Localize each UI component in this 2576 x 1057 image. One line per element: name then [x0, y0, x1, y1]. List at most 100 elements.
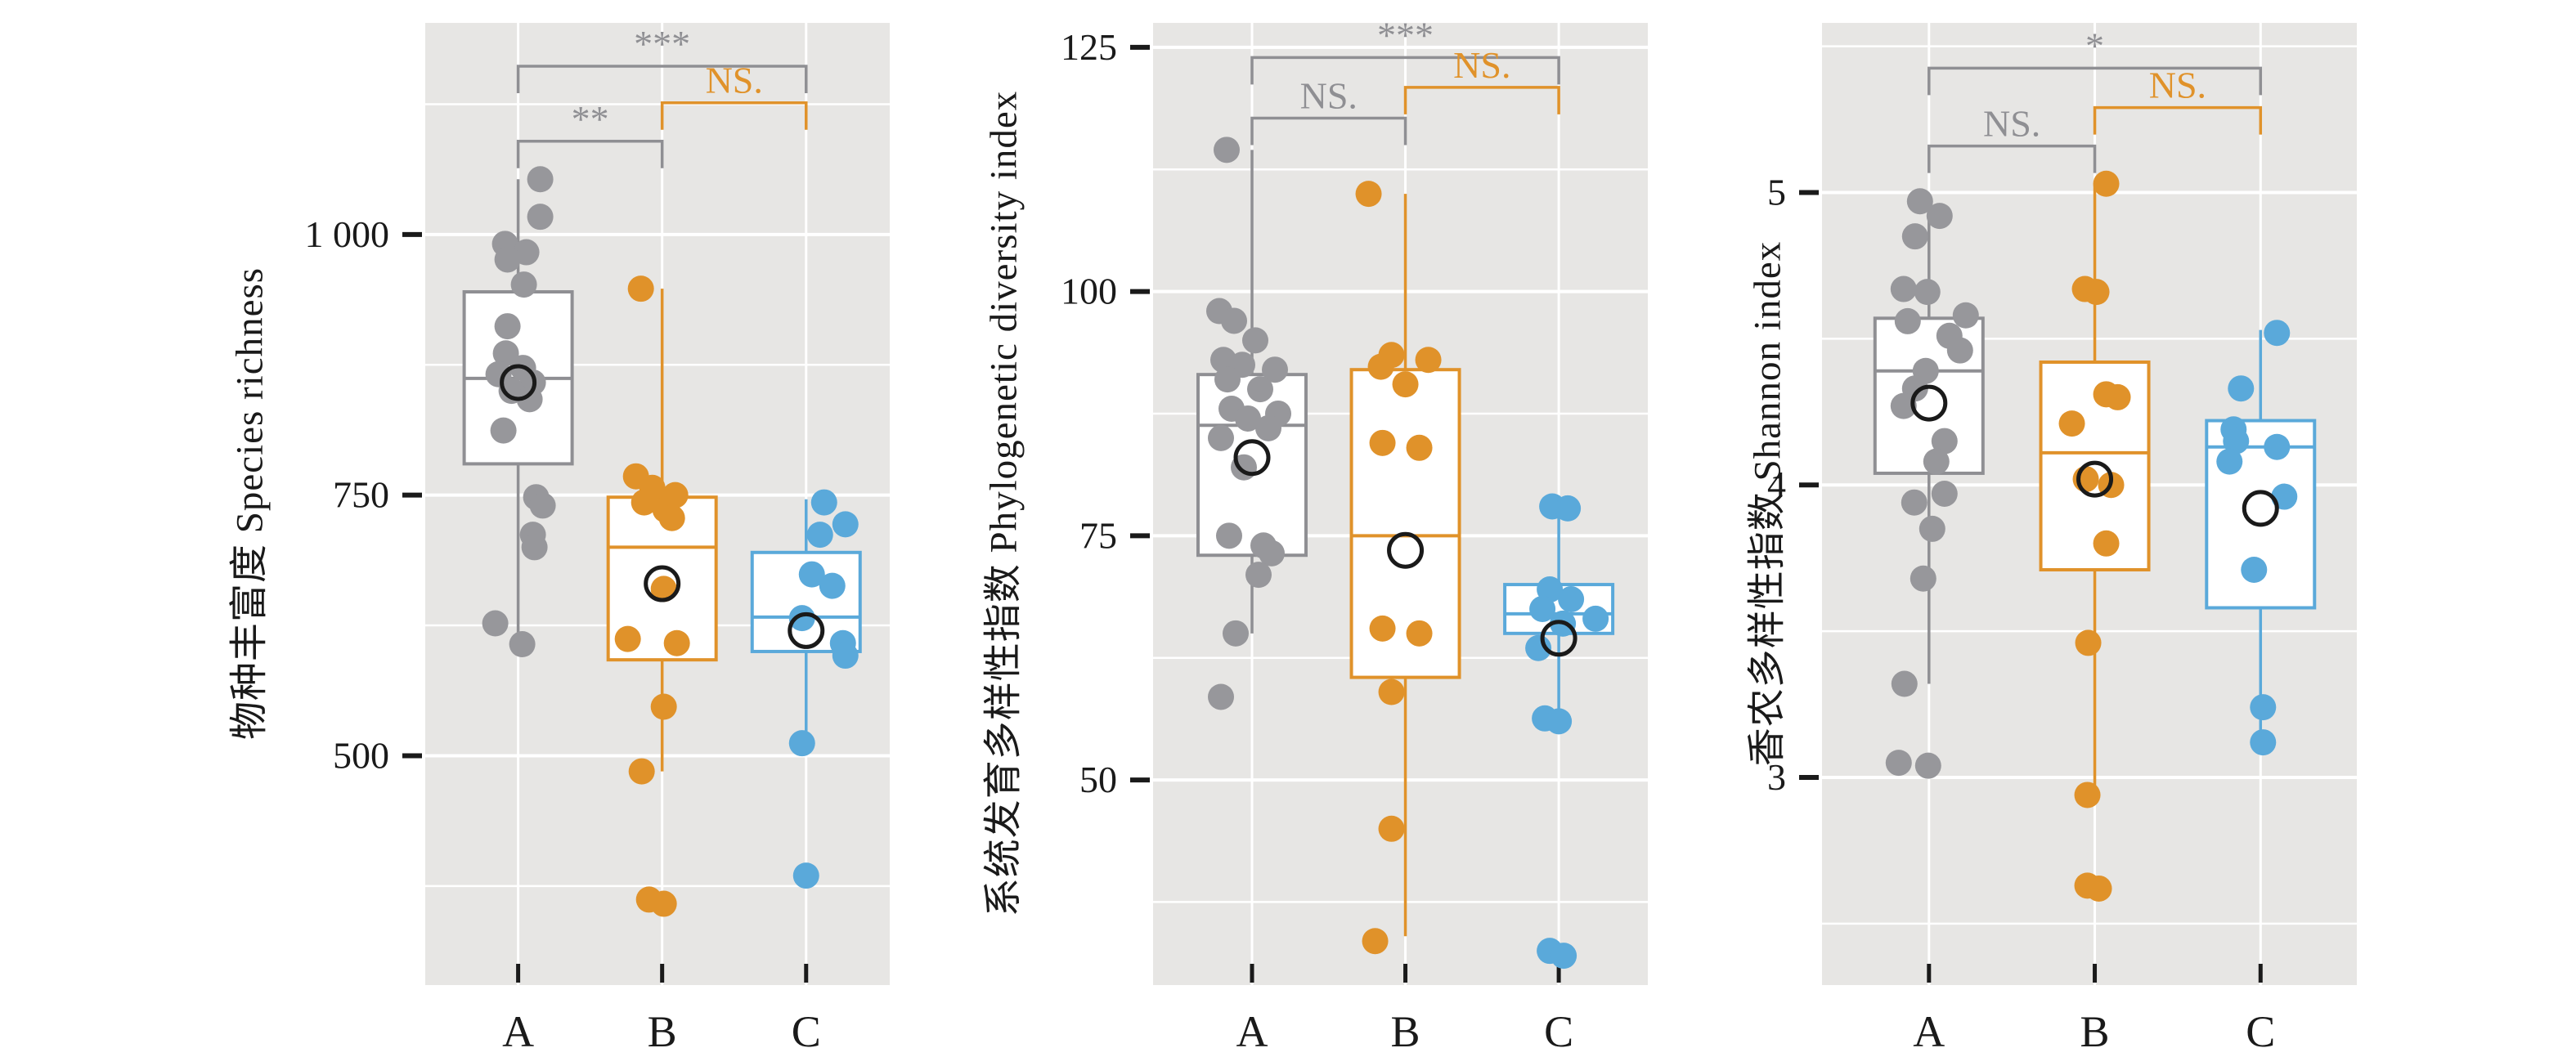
- significance-label: NS.: [1300, 75, 1358, 117]
- data-point: [482, 610, 509, 637]
- data-point: [788, 605, 815, 632]
- data-point: [1901, 223, 1928, 250]
- panel-1: 1 000 750 500 A B C *** NS. **: [305, 23, 890, 1056]
- y-axis-title-text: 物种丰富度 Species richness: [228, 266, 272, 741]
- data-point: [2241, 556, 2268, 583]
- data-point: [627, 275, 654, 302]
- box: [1196, 373, 1308, 558]
- data-point: [2228, 375, 2255, 402]
- panel-3: 5 4 3 A B C * NS. NS.: [1767, 23, 2357, 1056]
- data-point: [1406, 620, 1433, 647]
- data-point: [832, 511, 859, 538]
- y-axis-title-shannon-index: 香农多样性指数 Shannon index: [1735, 241, 1792, 766]
- data-point: [1529, 595, 1556, 622]
- x-tick-label: B: [1391, 1007, 1420, 1056]
- y-axis-title-species-richness: 物种丰富度 Species richness: [218, 267, 274, 740]
- data-point: [2264, 320, 2291, 347]
- x-tick-label: C: [1544, 1007, 1573, 1056]
- y-axis-title-text: 系统发育多样性指数 Phylogenetic diversity index: [982, 90, 1025, 917]
- data-point: [1378, 815, 1405, 842]
- data-point: [1910, 565, 1936, 592]
- data-point: [1890, 275, 1917, 302]
- mean-circle: [788, 611, 825, 649]
- data-point: [658, 504, 685, 531]
- data-point: [788, 730, 815, 757]
- data-point: [792, 862, 819, 889]
- data-point: [1355, 181, 1382, 208]
- data-point: [1582, 605, 1609, 632]
- mean-circle: [1387, 531, 1425, 569]
- mean-circle: [2076, 460, 2114, 498]
- data-point: [1901, 489, 1928, 516]
- x-tick-label: A: [502, 1007, 534, 1056]
- data-point: [1245, 562, 1272, 589]
- significance-label: *: [2085, 25, 2104, 66]
- data-point: [1546, 708, 1573, 735]
- data-point: [1223, 620, 1249, 647]
- data-point: [1952, 302, 1979, 329]
- data-point: [819, 572, 846, 599]
- data-point: [2058, 410, 2085, 437]
- significance-bracket: [660, 101, 808, 130]
- data-point: [494, 246, 521, 273]
- x-tick-label: B: [648, 1007, 677, 1056]
- data-point: [806, 522, 833, 549]
- data-point: [2093, 530, 2120, 557]
- data-point: [1235, 405, 1261, 432]
- significance-bracket: [1928, 144, 2097, 173]
- x-tick-label: A: [1236, 1007, 1268, 1056]
- data-point: [1558, 586, 1585, 613]
- data-point: [631, 489, 657, 516]
- data-point: [650, 576, 677, 602]
- box: [2039, 360, 2151, 571]
- data-point: [516, 386, 543, 413]
- data-point: [650, 890, 677, 917]
- y-axis-title-text: 香农多样性指数 Shannon index: [1746, 240, 1789, 767]
- data-point: [2104, 383, 2131, 410]
- data-point: [2074, 782, 2101, 808]
- data-point: [614, 625, 641, 652]
- mean-circle: [500, 364, 537, 401]
- data-point: [1890, 392, 1917, 419]
- data-point: [1216, 522, 1242, 549]
- data-point: [1259, 540, 1285, 567]
- significance-bracket: [516, 65, 808, 93]
- data-point: [1242, 327, 1268, 354]
- data-point: [1369, 429, 1396, 456]
- significance-bracket: [1403, 86, 1560, 114]
- mean-circle: [1910, 384, 1948, 422]
- mean-circle: [644, 565, 681, 602]
- data-point: [1378, 679, 1405, 705]
- x-tick-label: C: [792, 1007, 821, 1056]
- data-point: [1255, 414, 1281, 441]
- data-point: [1369, 615, 1396, 642]
- y-tick-label: 500: [333, 734, 389, 776]
- data-point: [1551, 943, 1577, 970]
- data-point: [832, 643, 859, 670]
- mean-circle: [1233, 439, 1271, 477]
- data-point: [1367, 353, 1394, 380]
- data-point: [529, 492, 556, 519]
- data-point: [494, 313, 521, 340]
- data-point: [1208, 424, 1234, 451]
- significance-label: NS.: [2149, 65, 2206, 106]
- data-point: [1946, 337, 1973, 364]
- data-point: [1914, 279, 1941, 306]
- data-point: [1894, 307, 1921, 334]
- data-point: [1247, 376, 1273, 403]
- data-point: [1208, 683, 1234, 710]
- significance-bracket: [516, 140, 664, 168]
- significance-bracket: [1250, 116, 1407, 146]
- x-tick-label: C: [2246, 1007, 2275, 1056]
- mean-circle: [2242, 490, 2279, 527]
- data-point: [1926, 203, 1953, 230]
- x-tick-label: A: [1913, 1007, 1945, 1056]
- data-point: [509, 631, 536, 658]
- data-point: [1214, 366, 1241, 393]
- y-tick-label: 1 000: [305, 213, 390, 255]
- mean-circle: [1540, 620, 1577, 657]
- data-point: [1415, 347, 1442, 374]
- data-point: [1221, 307, 1247, 334]
